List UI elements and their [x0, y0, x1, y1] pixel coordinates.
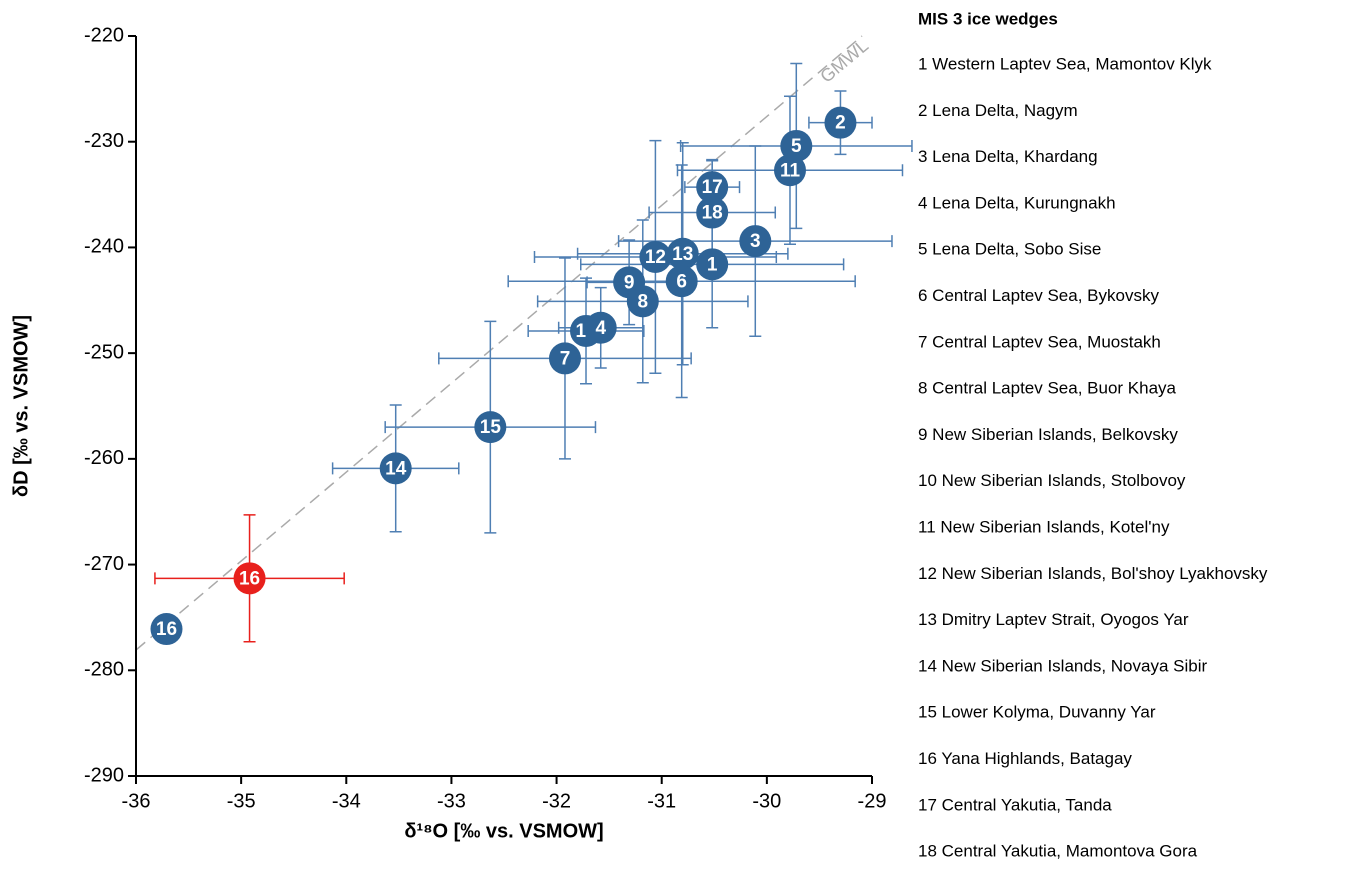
point	[824, 106, 857, 139]
point-label: 6	[676, 271, 687, 292]
point	[379, 452, 412, 485]
legend-entry: 12 New Siberian Islands, Bol'shoy Lyakho…	[918, 564, 1268, 583]
legend-entry: 7 Central Laptev Sea, Muostakh	[918, 332, 1161, 351]
legend-entry: 2 Lena Delta, Nagym	[918, 101, 1078, 120]
point	[665, 265, 698, 298]
point	[474, 411, 507, 444]
y-tick-label: -240	[84, 236, 124, 258]
x-tick-label: -34	[332, 790, 361, 812]
gmwl-line	[135, 35, 863, 651]
point	[626, 285, 659, 318]
y-axis-label: δD [‰ vs. VSMOW]	[10, 315, 32, 497]
point-label: 15	[480, 417, 502, 438]
x-tick-label: -35	[227, 790, 256, 812]
legend-entry: 15 Lower Kolyma, Duvanny Yar	[918, 703, 1156, 722]
legend-entry: 4 Lena Delta, Kurungnakh	[918, 193, 1116, 212]
point	[666, 237, 699, 270]
y-tick-label: -220	[84, 24, 124, 46]
point-label: 16	[156, 619, 177, 640]
gmwl-label: GMWL	[816, 35, 872, 86]
legend-entry: 11 New Siberian Islands, Kotel'ny	[918, 517, 1170, 536]
point-label: 17	[702, 177, 723, 198]
point-label: 3	[750, 231, 761, 252]
legend-entry: 16 Yana Highlands, Batagay	[918, 749, 1132, 768]
x-axis-label: δ¹⁸O [‰ vs. VSMOW]	[404, 820, 603, 842]
x-tick-label: -32	[542, 790, 571, 812]
legend-title: MIS 3 ice wedges	[918, 9, 1058, 28]
point-label: 12	[645, 247, 666, 268]
legend-entry: 14 New Siberian Islands, Novaya Sibir	[918, 656, 1207, 675]
legend-entry: 5 Lena Delta, Sobo Sise	[918, 240, 1101, 259]
legend-entry: 3 Lena Delta, Khardang	[918, 147, 1098, 166]
legend-entry: 9 New Siberian Islands, Belkovsky	[918, 425, 1178, 444]
legend-entry: 10 New Siberian Islands, Stolbovoy	[918, 471, 1186, 490]
y-tick-label: -290	[84, 764, 124, 786]
x-tick-label: -36	[122, 790, 151, 812]
point	[696, 248, 729, 281]
point	[639, 240, 672, 273]
point	[773, 154, 806, 187]
point	[233, 562, 266, 595]
point-label: 8	[637, 291, 648, 312]
x-tick-label: -33	[437, 790, 466, 812]
y-tick-label: -270	[84, 553, 124, 575]
legend-entry: 8 Central Laptev Sea, Buor Khaya	[918, 379, 1177, 398]
point	[696, 171, 729, 204]
point-label: 13	[672, 244, 693, 265]
legend-entry: 6 Central Laptev Sea, Bykovsky	[918, 286, 1159, 305]
point-label: 5	[791, 136, 802, 157]
y-tick-label: -250	[84, 341, 124, 363]
point-label: 1	[707, 254, 718, 275]
point	[548, 342, 581, 375]
x-tick-label: -30	[752, 790, 781, 812]
y-tick-label: -230	[84, 130, 124, 152]
point	[696, 196, 729, 229]
point	[584, 311, 617, 344]
point	[780, 129, 813, 162]
point	[739, 225, 772, 258]
point-label: 16	[239, 568, 260, 589]
legend-entry: 17 Central Yakutia, Tanda	[918, 795, 1112, 814]
point-label: 11	[780, 160, 801, 181]
x-tick-label: -29	[858, 790, 887, 812]
point	[150, 613, 183, 646]
point-label: 14	[385, 458, 407, 479]
legend-entry: 13 Dmitry Laptev Strait, Oyogos Yar	[918, 610, 1189, 629]
point-label: 2	[835, 113, 846, 134]
x-tick-label: -31	[647, 790, 676, 812]
point-label: 4	[595, 318, 606, 339]
point-label: 7	[560, 348, 571, 369]
point-label: 18	[702, 203, 723, 224]
legend-entry: 1 Western Laptev Sea, Mamontov Klyk	[918, 54, 1212, 73]
y-tick-label: -260	[84, 447, 124, 469]
point-label: 9	[624, 272, 635, 293]
y-tick-label: -280	[84, 659, 124, 681]
legend-entry: 18 Central Yakutia, Mamontova Gora	[918, 842, 1198, 861]
